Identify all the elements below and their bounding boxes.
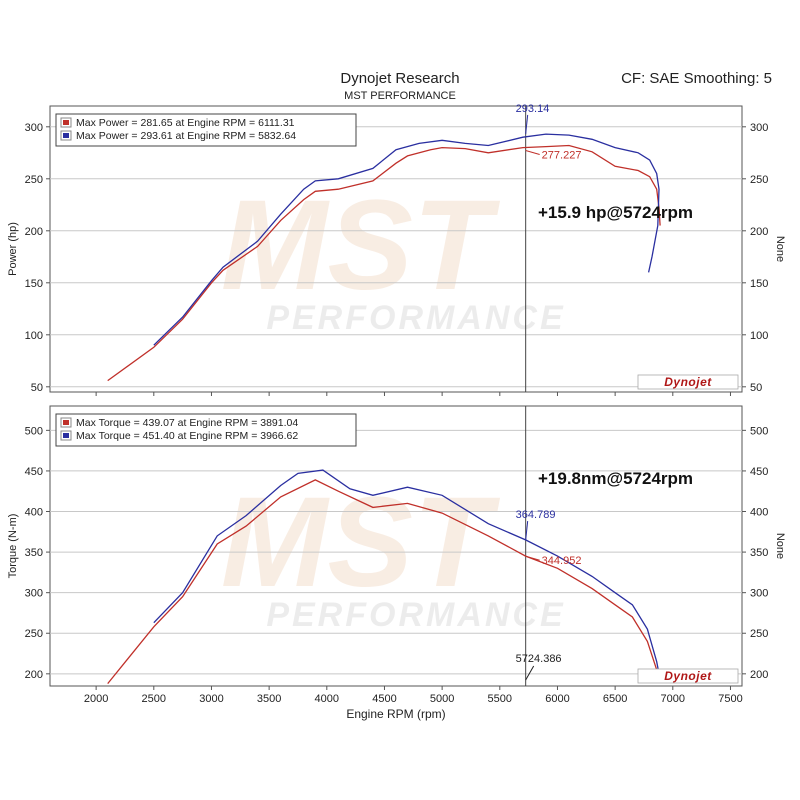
x-tick-label: 3500 bbox=[257, 693, 281, 705]
y-tick-label-right: 500 bbox=[750, 425, 768, 437]
logo-plate bbox=[637, 374, 739, 390]
legend-entry: Max Torque = 439.07 at Engine RPM = 3891… bbox=[76, 417, 298, 429]
cursor-arrow bbox=[525, 521, 529, 541]
y-tick-label: 300 bbox=[25, 122, 43, 134]
y-tick-label-right: 100 bbox=[750, 330, 768, 342]
y-tick-label: 400 bbox=[25, 507, 43, 519]
y-tick-label-right: 350 bbox=[750, 547, 768, 559]
y-tick-label: 50 bbox=[31, 382, 43, 394]
y-tick-label: 500 bbox=[25, 425, 43, 437]
legend-swatch bbox=[63, 120, 69, 125]
plot-frame bbox=[49, 405, 743, 687]
series-line-1 bbox=[107, 479, 660, 685]
cursor-value-label: 277.227 bbox=[542, 149, 582, 161]
y-tick-label-right: 450 bbox=[750, 466, 768, 478]
y-tick-label: 450 bbox=[25, 466, 43, 478]
x-tick-label: 3000 bbox=[199, 693, 223, 705]
y-tick-label-right: 250 bbox=[750, 174, 768, 186]
logo-wordmark: Dynojet bbox=[664, 669, 712, 683]
chart-title: Dynojet Research bbox=[340, 70, 460, 87]
y-tick-label-right: 200 bbox=[750, 669, 768, 681]
x-tick-label: 5500 bbox=[488, 693, 512, 705]
y-tick-label: 250 bbox=[25, 628, 43, 640]
y-tick-label-right: 200 bbox=[750, 226, 768, 238]
logo-plate bbox=[637, 668, 739, 684]
x-tick-label: 4000 bbox=[315, 693, 339, 705]
y-axis-label: Power (hp) bbox=[7, 222, 19, 276]
y-tick-label-right: 300 bbox=[750, 122, 768, 134]
cf-smoothing-info: CF: SAE Smoothing: 5 bbox=[621, 70, 772, 87]
plot-frame bbox=[49, 105, 743, 393]
y-tick-label-right: 150 bbox=[750, 278, 768, 290]
y-tick-label: 300 bbox=[25, 588, 43, 600]
cursor-value-label: 344.952 bbox=[542, 555, 582, 567]
x-axis-label: Engine RPM (rpm) bbox=[346, 707, 445, 721]
y-tick-label: 200 bbox=[25, 226, 43, 238]
y-axis-label: Torque (N-m) bbox=[7, 514, 19, 579]
series-line-1 bbox=[107, 144, 661, 382]
watermark-brand: MST bbox=[221, 174, 501, 317]
gain-annotation: +19.8nm@5724rpm bbox=[538, 469, 693, 488]
legend: Max Torque = 439.07 at Engine RPM = 3891… bbox=[55, 413, 357, 447]
legend-entry: Max Power = 281.65 at Engine RPM = 6111.… bbox=[76, 117, 295, 129]
x-tick-label: 7500 bbox=[718, 693, 742, 705]
y-tick-label: 100 bbox=[25, 330, 43, 342]
cursor-rpm-arrow bbox=[525, 665, 535, 681]
legend-swatch bbox=[63, 433, 69, 438]
logo-wordmark: Dynojet bbox=[664, 375, 712, 389]
watermark-sub: PERFORMANCE bbox=[266, 596, 565, 634]
cursor-arrow bbox=[525, 114, 529, 134]
x-tick-label: 2500 bbox=[142, 693, 166, 705]
right-axis-label: None bbox=[774, 533, 786, 559]
cursor-value-label: 293.14 bbox=[516, 103, 550, 115]
y-tick-label: 350 bbox=[25, 547, 43, 559]
y-tick-label: 250 bbox=[25, 174, 43, 186]
dynojet-logo: Dynojet bbox=[637, 668, 739, 684]
watermark-sub: PERFORMANCE bbox=[266, 299, 565, 337]
chart-subtitle: MST PERFORMANCE bbox=[344, 90, 456, 102]
y-tick-label-right: 300 bbox=[750, 588, 768, 600]
cursor-rpm-label: 5724.386 bbox=[516, 653, 562, 665]
x-tick-label: 5000 bbox=[430, 693, 454, 705]
legend-entry: Max Power = 293.61 at Engine RPM = 5832.… bbox=[76, 130, 296, 142]
cursor-value-label: 364.789 bbox=[516, 509, 556, 521]
x-tick-label: 7000 bbox=[661, 693, 685, 705]
cursor-arrow bbox=[525, 150, 540, 155]
x-tick-label: 4500 bbox=[372, 693, 396, 705]
series-line-2 bbox=[153, 133, 660, 346]
x-tick-label: 6000 bbox=[545, 693, 569, 705]
watermark-brand: MST bbox=[221, 471, 501, 614]
series-line-2 bbox=[153, 469, 660, 674]
legend-swatch bbox=[63, 420, 69, 425]
legend-box bbox=[55, 113, 357, 147]
legend-entry: Max Torque = 451.40 at Engine RPM = 3966… bbox=[76, 430, 298, 442]
cursor-arrow bbox=[525, 555, 540, 561]
legend: Max Power = 281.65 at Engine RPM = 6111.… bbox=[55, 113, 357, 147]
y-tick-label-right: 250 bbox=[750, 628, 768, 640]
x-tick-label: 2000 bbox=[84, 693, 108, 705]
x-tick-label: 6500 bbox=[603, 693, 627, 705]
dynojet-logo: Dynojet bbox=[637, 374, 739, 390]
gain-annotation: +15.9 hp@5724rpm bbox=[538, 203, 693, 222]
legend-box bbox=[55, 413, 357, 447]
y-tick-label: 150 bbox=[25, 278, 43, 290]
y-tick-label-right: 400 bbox=[750, 507, 768, 519]
right-axis-label: None bbox=[774, 236, 786, 262]
legend-swatch bbox=[63, 133, 69, 138]
y-tick-label-right: 50 bbox=[750, 382, 762, 394]
y-tick-label: 200 bbox=[25, 669, 43, 681]
